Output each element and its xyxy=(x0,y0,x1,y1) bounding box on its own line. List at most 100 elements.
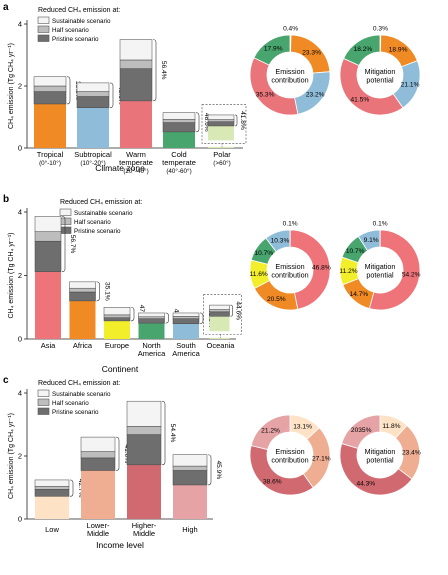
bracket-label: 41.0% xyxy=(123,444,130,463)
bar-segment xyxy=(172,470,208,486)
y-tick-label: 0 xyxy=(18,144,22,153)
bracket-label: 45.9% xyxy=(215,461,222,480)
bracket-label: 56.7% xyxy=(69,235,76,254)
x-tick-label: Europe xyxy=(105,341,129,350)
bracket xyxy=(66,76,71,105)
donut-slice-label: 23.2% xyxy=(306,91,325,98)
donut-center-label-line: Mitigation xyxy=(365,447,396,456)
bar-segment xyxy=(34,485,70,490)
donut-center-label: Mitigation potential xyxy=(365,262,396,280)
bracket xyxy=(234,114,238,127)
donut-slice-label: 21.2% xyxy=(261,428,280,435)
inset-box xyxy=(201,104,247,144)
bar-segment xyxy=(172,318,200,325)
legend-label: Sustainable scenario xyxy=(74,210,133,217)
donut-slice xyxy=(253,34,291,66)
bar-segment xyxy=(34,479,70,487)
donut-center-label-line: potential xyxy=(366,456,394,465)
panel-c: c 0 2 4 CH₄ emission (Tg CH₄ yr⁻¹) Reduced CH… xyxy=(3,375,421,550)
donut-center-label: Emission contribution xyxy=(271,262,308,280)
donut-center-label-line: Emission xyxy=(275,262,304,271)
y-axis-label: CH₄ emission (Tg CH₄ yr⁻¹) xyxy=(8,413,15,499)
bar-subtropical: 43.6%Subtropical(10°-20°) xyxy=(74,82,124,167)
bar-segment xyxy=(207,119,235,122)
bar-segment xyxy=(173,323,199,339)
donut-slice-label: 0.1% xyxy=(283,220,298,227)
donut-slice-label: 18.9% xyxy=(389,47,408,54)
x-tick-label: North America xyxy=(138,341,166,358)
bar-segment xyxy=(163,131,195,148)
bar-segment xyxy=(209,311,230,317)
legend-label: Half scenario xyxy=(52,27,89,34)
donut-slice-label: 14.7% xyxy=(350,291,369,298)
bar-segment xyxy=(69,291,96,302)
panel-letter: a xyxy=(3,2,9,13)
x-tick-label: Subtropical xyxy=(74,150,112,159)
x-tick-label-line: Cold xyxy=(171,150,186,159)
donut-slice xyxy=(289,229,331,310)
bar-segment xyxy=(138,323,165,339)
legend-swatch xyxy=(37,407,50,415)
donut-slice-label: 10.3% xyxy=(271,238,290,245)
bar-higher-middle: 54.4% Higher-Middle xyxy=(126,400,176,538)
donut-slice-label: 11.2% xyxy=(339,268,357,275)
donut-emission: 13.1% 27.1% 38.6% 21.2% Emission contribution xyxy=(249,414,331,496)
x-tick-label: Higher-Middle xyxy=(132,521,157,538)
donut-slice-label: 10.7% xyxy=(346,248,365,255)
x-tick-label: Lower-Middle xyxy=(87,521,110,538)
legend-label: Half scenario xyxy=(74,219,111,226)
y-tick-label: 4 xyxy=(18,389,22,398)
bar-segment xyxy=(34,216,62,232)
bar-segment xyxy=(104,320,130,339)
bar-segment xyxy=(103,314,131,318)
bar-segment xyxy=(172,465,208,471)
x-tick-range: (0°-10°) xyxy=(39,159,61,167)
bracket xyxy=(195,112,200,133)
donut-mitigation: 0.1% 54.2% 14.7% 11.2% 10.7% 9.1% Mitigation po… xyxy=(339,220,421,311)
bar-segment xyxy=(80,436,116,452)
x-tick-label: South America xyxy=(172,341,200,358)
donut-slice-label: 23.3% xyxy=(302,49,321,56)
bar-segment xyxy=(126,426,162,435)
donut-slice xyxy=(368,229,421,311)
bar-segment xyxy=(172,316,200,319)
donut-center-label-line: potential xyxy=(366,271,394,280)
x-tick-label-line: Middle xyxy=(87,529,109,538)
y-tick-label: 4 xyxy=(18,208,22,217)
y-tick-label: 2 xyxy=(18,452,22,461)
bracket xyxy=(61,216,66,272)
bar-segment xyxy=(120,100,152,148)
bar-segment xyxy=(207,121,235,127)
x-tick-label-line: Middle xyxy=(133,529,155,538)
bar-segment xyxy=(33,91,67,105)
bar-segment xyxy=(208,146,234,148)
bracket xyxy=(207,454,212,486)
legend-swatch xyxy=(59,208,72,216)
bar-segment xyxy=(208,125,234,141)
x-tick-label: Tropical xyxy=(37,150,64,159)
x-tick-label-line: America xyxy=(172,349,200,358)
x-tick-label-line: temperate xyxy=(162,158,196,167)
legend-label: Pristine scenario xyxy=(52,409,99,416)
x-tick-label-line: Lower- xyxy=(87,521,110,530)
legend-swatch xyxy=(37,389,50,397)
x-tick-range: (>60°) xyxy=(213,159,230,167)
bar-segment xyxy=(162,122,196,133)
y-axis-label: CH₄ emission (Tg CH₄ yr⁻¹) xyxy=(8,232,15,318)
donut-mitigation: 11.8% 23.4% 44.3% 2035% Mitigation potential xyxy=(339,414,421,496)
bracket xyxy=(69,479,74,497)
bracket xyxy=(230,304,233,317)
x-tick-label: Polar xyxy=(213,150,231,159)
bar-segment xyxy=(103,307,131,316)
x-tick-label-line: temperate xyxy=(119,158,153,167)
donut-emission: 0.1% 46.8% 20.5% 11.6% 10.7% 10.3% Emission con… xyxy=(250,220,331,311)
donut-center-label-line: contribution xyxy=(271,76,308,85)
panel-a: a 0 2 4 CH₄ emission (Tg CH₄ yr⁻¹) Reduced CH… xyxy=(3,2,421,175)
donut-slice xyxy=(339,443,413,496)
legend-label: Sustainable scenario xyxy=(52,18,111,25)
legend-label: Pristine scenario xyxy=(74,228,121,235)
x-axis-label: Continent xyxy=(102,364,139,374)
donut-slice-label: 38.6% xyxy=(263,478,282,485)
bar-segment xyxy=(138,318,165,324)
bar-segment xyxy=(103,317,131,322)
